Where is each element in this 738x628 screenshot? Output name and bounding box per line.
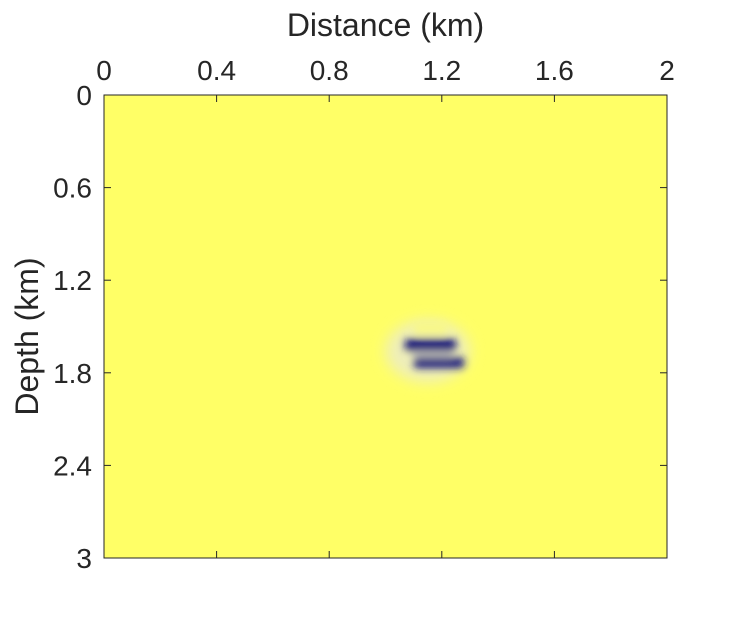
x-tick-label: 0.4 <box>197 55 236 86</box>
y-tick-label: 0.6 <box>53 173 92 204</box>
y-tick-label: 0 <box>76 80 92 111</box>
y-tick-label: 1.8 <box>53 358 92 389</box>
anomaly-band <box>405 338 456 352</box>
x-axis-ticks: 0 0.4 0.8 1.2 1.6 2 <box>96 55 675 558</box>
anomaly-band <box>413 321 448 335</box>
x-tick-label: 1.2 <box>422 55 461 86</box>
y-tick-label: 1.2 <box>53 265 92 296</box>
anomaly-bands <box>405 321 465 369</box>
x-tick-label: 0 <box>96 55 112 86</box>
y-axis-ticks: 0 0.6 1.2 1.8 2.4 3 <box>53 80 667 574</box>
y-axis-label: Depth (km) <box>9 257 45 415</box>
x-axis-label: Distance (km) <box>287 7 484 43</box>
plot-frame <box>103 94 668 559</box>
y-tick-label: 3 <box>76 543 92 574</box>
x-tick-label: 2 <box>659 55 675 86</box>
x-tick-label: 0.8 <box>310 55 349 86</box>
anomaly-band <box>410 351 454 358</box>
anomaly-band <box>413 357 465 369</box>
y-tick-label: 2.4 <box>53 450 92 481</box>
plot-area <box>104 95 667 558</box>
x-tick-label: 1.6 <box>535 55 574 86</box>
